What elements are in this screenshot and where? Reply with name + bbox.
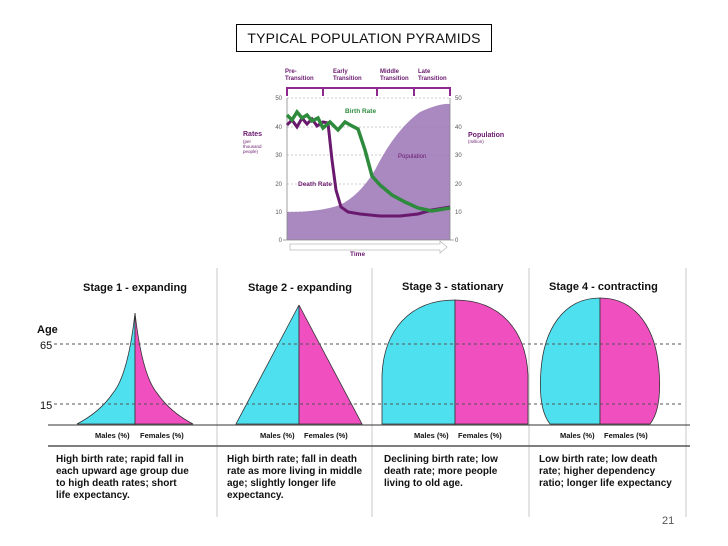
stage-3-description: Declining birth rate; low death rate; mo… [384, 454, 501, 489]
left-axis-label: Rates [243, 131, 262, 138]
stage-2-males-label: Males (%) [260, 431, 295, 440]
stage-3-title: Stage 3 - stationary [402, 281, 504, 293]
stage-4-title: Stage 4 - contracting [549, 281, 658, 293]
right-tick: 20 [455, 182, 462, 188]
stage-1-description: High birth rate; rapid fall in each upwa… [56, 454, 192, 501]
left-tick: 20 [275, 182, 282, 188]
stage-4-males [540, 297, 601, 425]
stage-2-females [298, 304, 363, 425]
stage-2-title: Stage 2 - expanding [248, 282, 352, 294]
age-tick-65: 65 [40, 340, 52, 352]
phase-label-pre: Pre-Transition [285, 69, 314, 82]
age-axis-label: Age [37, 324, 58, 336]
right-axis-sublabel: (million) [468, 139, 484, 144]
page-number: 21 [662, 515, 675, 527]
stage-4-females-label: Females (%) [604, 431, 648, 440]
stage-1-males-label: Males (%) [95, 431, 130, 440]
phase-label-early: Early Transition [333, 69, 362, 82]
right-tick: 30 [455, 153, 462, 159]
population-area [287, 103, 450, 241]
population-label: Population [398, 154, 426, 160]
birth-rate-line [285, 109, 451, 213]
right-tick: 10 [455, 210, 462, 216]
stage-4-males-label: Males (%) [560, 431, 595, 440]
stage-3-pyramid [381, 299, 529, 425]
stage-1-females-label: Females (%) [140, 431, 184, 440]
stage-1-females [134, 312, 194, 425]
right-tick: 50 [455, 96, 462, 102]
stage-4-females [599, 297, 660, 425]
stage-3-females-label: Females (%) [458, 431, 502, 440]
time-arrow [289, 240, 448, 254]
stage-3-females [454, 299, 529, 425]
stage-1-pyramid [76, 312, 194, 425]
stage-4-pyramid [540, 297, 660, 425]
left-tick: 50 [275, 96, 282, 102]
stage-2-description: High birth rate; fall in death rate as m… [227, 454, 365, 501]
stage-1-males [76, 312, 136, 425]
age-tick-15: 15 [40, 400, 52, 412]
death-rate-label: Death Rate [298, 181, 332, 188]
stage-2-males [235, 304, 300, 425]
left-tick: 40 [275, 125, 282, 131]
phase-label-late: Late Transition [418, 69, 447, 82]
stage-2-females-label: Females (%) [304, 431, 348, 440]
right-tick: 0 [455, 238, 459, 244]
right-tick: 40 [455, 125, 462, 131]
left-tick: 0 [279, 238, 283, 244]
right-axis-label: Population [468, 132, 504, 139]
stage-1-title: Stage 1 - expanding [83, 282, 187, 294]
left-tick: 10 [275, 210, 282, 216]
stage-3-males [381, 299, 456, 425]
time-label: Time [350, 251, 365, 258]
slide-title: TYPICAL POPULATION PYRAMIDS [236, 24, 492, 52]
left-axis-sublabel: (per thousand people) [243, 139, 262, 154]
stage-3-males-label: Males (%) [414, 431, 449, 440]
stage-2-pyramid [235, 304, 363, 425]
birth-rate-label: Birth Rate [345, 108, 376, 115]
left-tick: 30 [275, 153, 282, 159]
phase-label-middle: Middle Transition [380, 69, 409, 82]
stage-4-description: Low birth rate; low death rate; higher d… [539, 454, 672, 489]
